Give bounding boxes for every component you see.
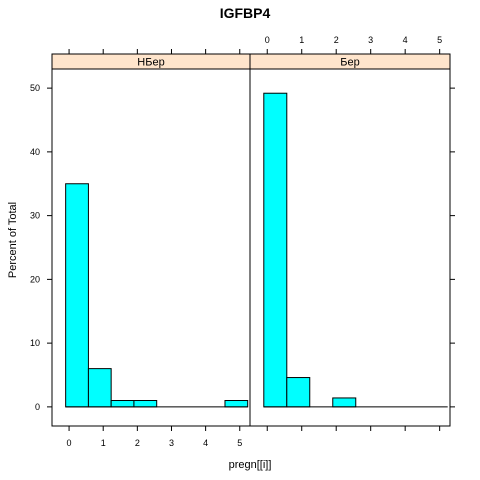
- x-tick-label: 3: [368, 35, 373, 45]
- x-tick-label: 1: [101, 438, 106, 448]
- chart-title: IGFBP4: [220, 5, 271, 21]
- y-tick-label: 40: [30, 147, 40, 157]
- bar: [65, 183, 89, 408]
- bar: [87, 368, 112, 408]
- panel-2: Бер 0 1 2 3 4 5: [249, 35, 451, 431]
- strip-label-2: Бер: [340, 57, 359, 69]
- panel-1: НБер 0 1 2 3 4 5: [51, 49, 251, 448]
- bar: [263, 92, 288, 408]
- bar: [133, 400, 158, 408]
- x-tick-label: 4: [203, 438, 208, 448]
- strip-label-1: НБер: [137, 57, 164, 69]
- y-axis-label: Percent of Total: [7, 202, 19, 278]
- x-axis-label: pregn[[i]]: [229, 459, 272, 471]
- bar: [286, 377, 311, 408]
- y-tick-label: 20: [30, 274, 40, 284]
- x-tick-label: 5: [437, 35, 442, 45]
- y-tick-label: 10: [30, 338, 40, 348]
- bar: [110, 400, 135, 408]
- x-tick-label: 0: [265, 35, 270, 45]
- x-tick-label: 4: [403, 35, 408, 45]
- y-tick-label: 30: [30, 211, 40, 221]
- bar: [224, 400, 249, 408]
- panel-frame-2: [249, 68, 451, 427]
- x-tick-label: 2: [135, 438, 140, 448]
- x-tick-label: 0: [67, 438, 72, 448]
- x-tick-label: 5: [237, 438, 242, 448]
- y-tick-label: 50: [30, 83, 40, 93]
- x-tick-label: 1: [299, 35, 304, 45]
- x-tick-label: 2: [334, 35, 339, 45]
- bar: [332, 397, 357, 408]
- x-tick-label: 3: [169, 438, 174, 448]
- y-tick-label: 0: [35, 402, 40, 412]
